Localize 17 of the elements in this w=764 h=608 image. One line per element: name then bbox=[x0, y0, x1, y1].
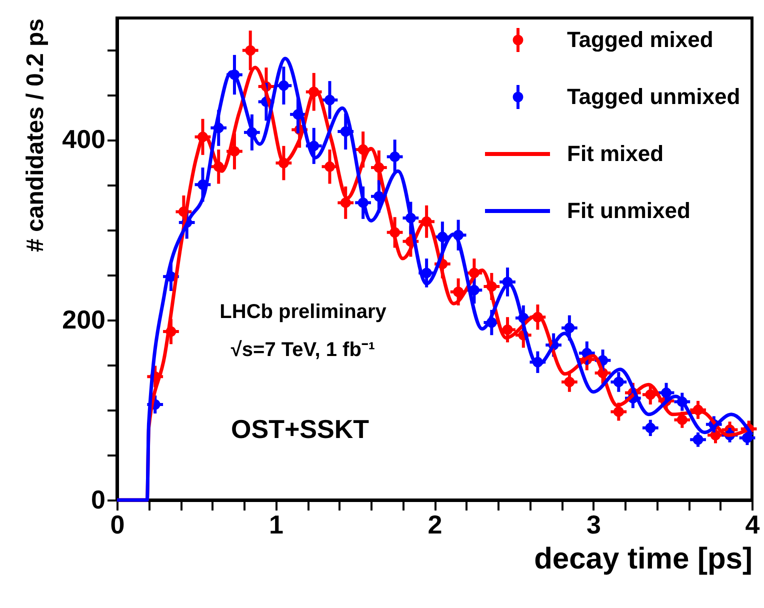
annotation: LHCb preliminary bbox=[220, 301, 388, 323]
annotation: √s=7 TeV, 1 fb⁻¹ bbox=[230, 339, 376, 361]
y-tick-label: 200 bbox=[62, 304, 106, 334]
x-axis-title: decay time [ps] bbox=[534, 542, 752, 576]
legend-label: Fit unmixed bbox=[567, 198, 690, 223]
x-tick-label: 3 bbox=[586, 510, 601, 540]
y-tick-label: 400 bbox=[62, 124, 106, 154]
legend-label: Tagged mixed bbox=[567, 27, 714, 52]
annotation: OST+SSKT bbox=[231, 414, 370, 444]
legend-label: Tagged unmixed bbox=[567, 84, 740, 109]
y-tick-label: 0 bbox=[91, 484, 106, 514]
legend-label: Fit mixed bbox=[567, 141, 664, 166]
x-tick-label: 1 bbox=[269, 510, 284, 540]
y-axis-title: # candidates / 0.2 ps bbox=[22, 18, 50, 252]
x-tick-label: 0 bbox=[110, 510, 125, 540]
x-tick-label: 2 bbox=[428, 510, 442, 540]
x-tick-label: 4 bbox=[745, 510, 760, 540]
